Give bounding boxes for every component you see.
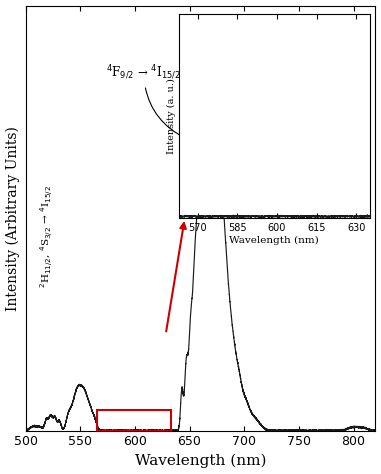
Text: $^2$H$_{11/2}$, $^4$S$_{3/2}$ → $^4$I$_{15/2}$: $^2$H$_{11/2}$, $^4$S$_{3/2}$ → $^4$I$_{… (38, 185, 55, 288)
Bar (97, 410, 171, 431)
Y-axis label: Intensity (a. u.): Intensity (a. u.) (167, 78, 176, 154)
Text: $^4$F$_{9/2}$ → $^4$I$_{15/2}$: $^4$F$_{9/2}$ → $^4$I$_{15/2}$ (106, 64, 185, 138)
Y-axis label: Intensity (Arbitrary Units): Intensity (Arbitrary Units) (6, 126, 20, 310)
X-axis label: Wavelength (nm): Wavelength (nm) (229, 236, 319, 245)
X-axis label: Wavelength (nm): Wavelength (nm) (135, 454, 266, 468)
